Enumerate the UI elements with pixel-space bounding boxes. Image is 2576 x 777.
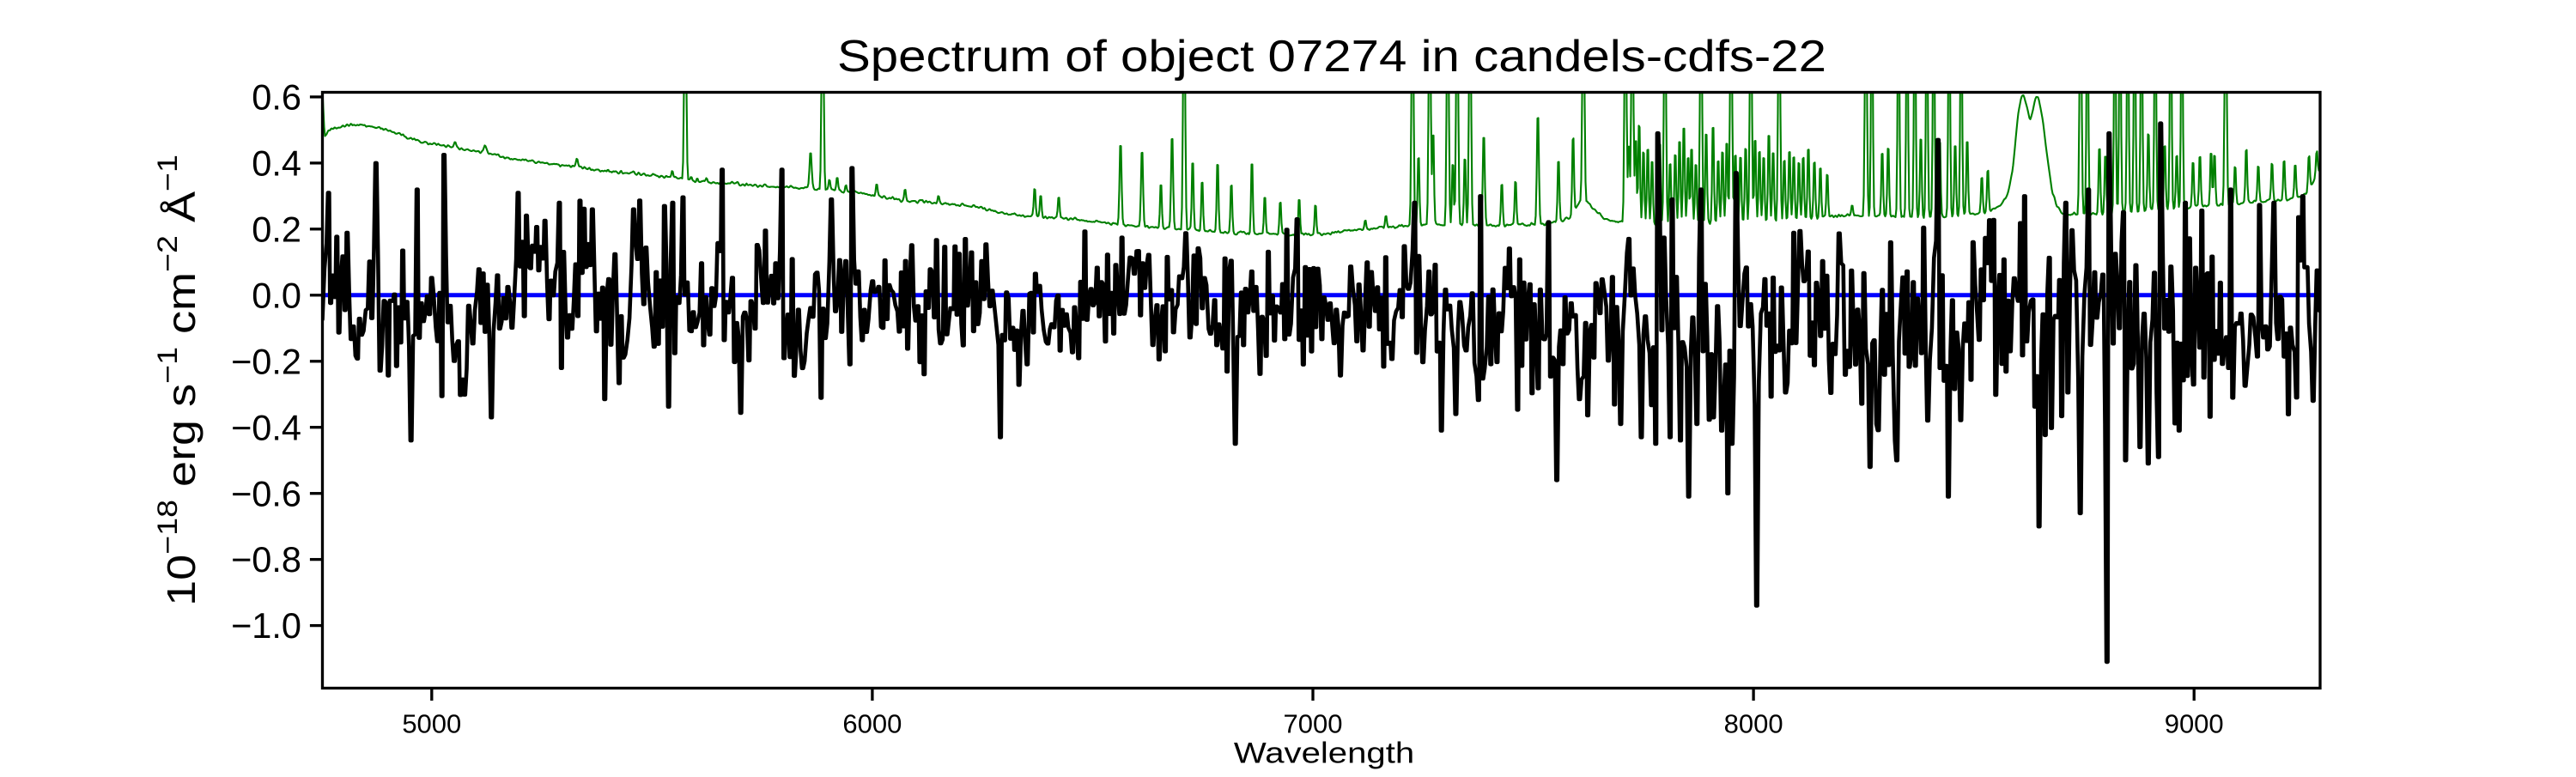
svg-text:Spectrum of object 07274 in ca: Spectrum of object 07274 in candels-cdfs… (837, 31, 1826, 81)
svg-text:−0.4: −0.4 (231, 407, 301, 447)
svg-text:0.4: 0.4 (252, 143, 301, 184)
svg-text:7000: 7000 (1284, 709, 1343, 739)
svg-text:−1.0: −1.0 (231, 605, 301, 646)
svg-text:Wavelength: Wavelength (1234, 737, 1414, 769)
svg-text:−0.8: −0.8 (231, 539, 301, 580)
svg-text:−0.2: −0.2 (231, 341, 301, 381)
svg-text:6000: 6000 (842, 709, 902, 739)
svg-text:8000: 8000 (1724, 709, 1783, 739)
svg-text:0.6: 0.6 (252, 77, 301, 118)
svg-text:0.2: 0.2 (252, 209, 301, 249)
svg-text:10−18 erg s−1 cm−2 Å−1: 10−18 erg s−1 cm−2 Å−1 (153, 155, 204, 606)
svg-text:−0.6: −0.6 (231, 473, 301, 513)
svg-text:9000: 9000 (2165, 709, 2224, 739)
svg-text:5000: 5000 (402, 709, 461, 739)
svg-text:0.0: 0.0 (252, 275, 301, 315)
